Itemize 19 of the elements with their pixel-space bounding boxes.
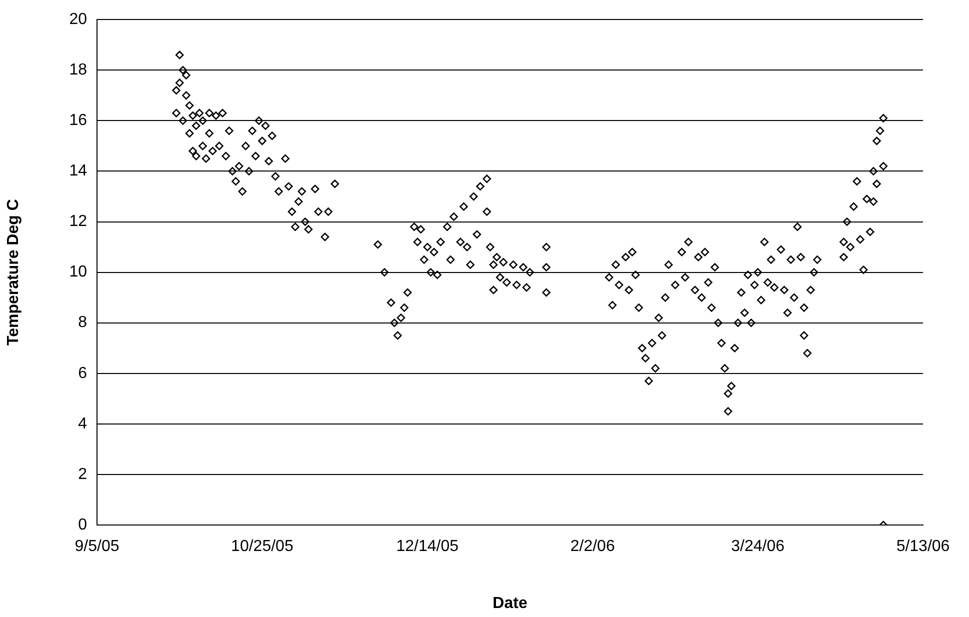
y-tick-label: 18 [69, 62, 88, 79]
x-tick-label: 12/14/05 [396, 538, 459, 556]
y-tick-label: 4 [78, 415, 88, 432]
y-axis-title: Temperature Deg C [5, 198, 22, 346]
x-tick-label: 9/5/05 [74, 538, 120, 556]
y-tick-label: 8 [78, 314, 88, 332]
y-tick-label: 16 [69, 112, 88, 130]
y-tick-label: 0 [78, 516, 88, 534]
x-tick-label: 5/13/06 [896, 538, 950, 556]
y-tick-label: 6 [78, 364, 88, 382]
x-tick-label: 3/24/06 [731, 538, 785, 556]
x-tick-label: 2/2/06 [570, 538, 615, 556]
y-tick-label: 14 [69, 162, 88, 180]
y-tick-label: 12 [69, 213, 88, 230]
y-tick-label: 10 [69, 264, 88, 281]
y-tick-label: 2 [78, 466, 88, 483]
x-axis-title: Date [492, 594, 528, 612]
x-tick-label: 10/25/05 [231, 538, 294, 556]
y-tick-label: 20 [69, 11, 88, 28]
